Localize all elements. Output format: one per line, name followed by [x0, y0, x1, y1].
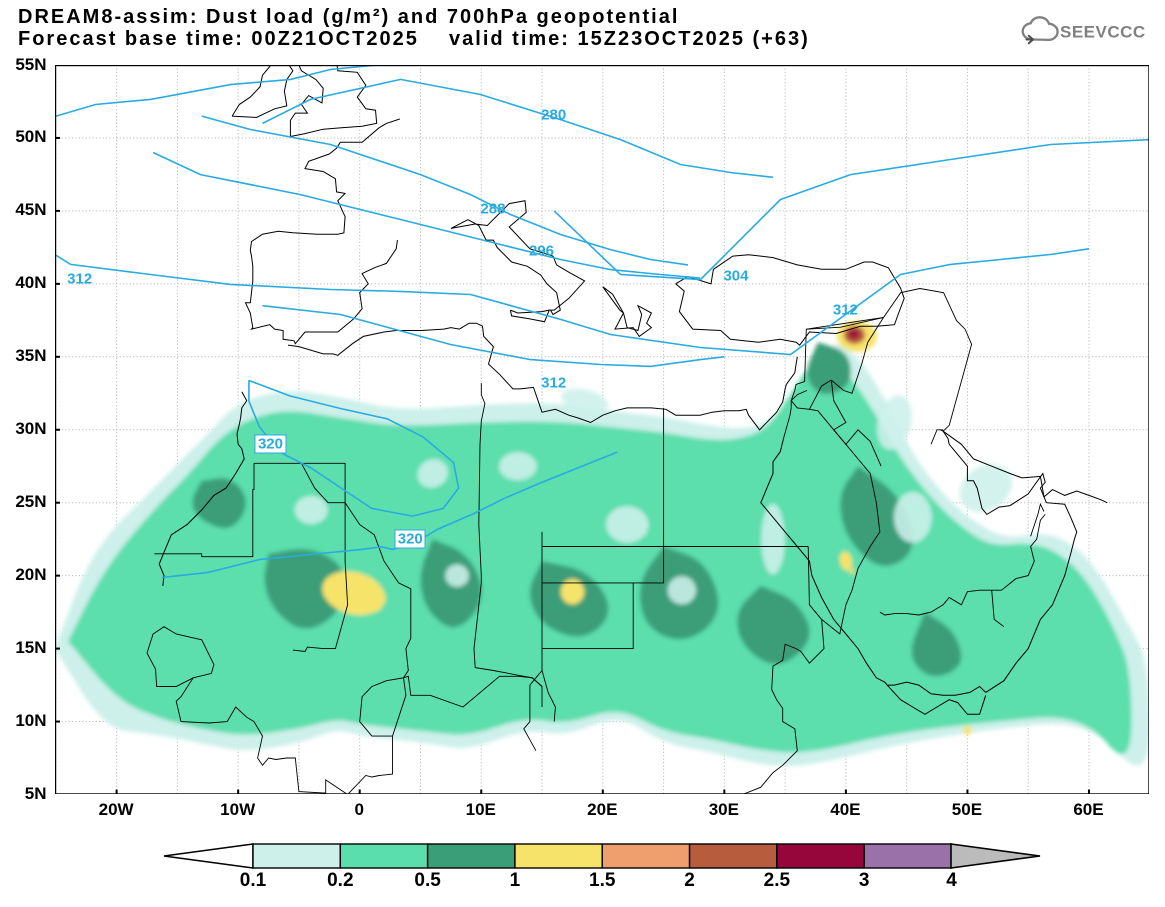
- svg-text:SEEVCCC: SEEVCCC: [1060, 23, 1146, 42]
